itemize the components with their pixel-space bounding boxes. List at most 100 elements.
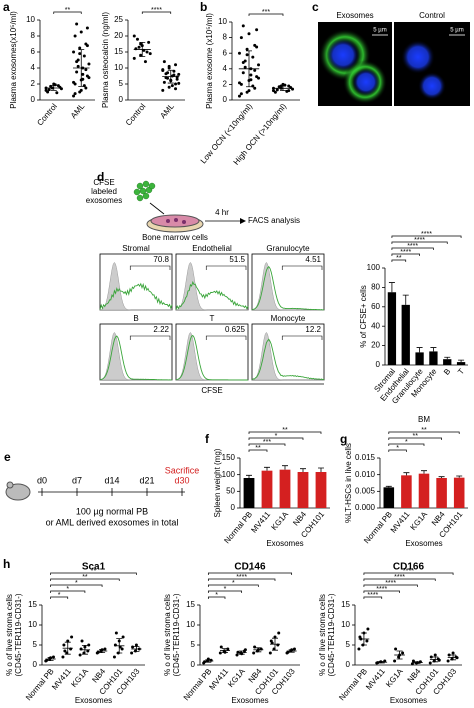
y-tick-label: 10 — [218, 17, 227, 26]
significance-label: **** — [414, 237, 425, 244]
y-tick-label: 2 — [223, 80, 228, 89]
y-axis-label: (CD45-TER119-CD31-) — [327, 593, 336, 676]
schematic-text: exosomes — [86, 196, 122, 205]
data-point — [239, 92, 243, 96]
bar — [418, 473, 430, 508]
histogram-title: Endothelial — [192, 244, 232, 253]
significance-label: * — [215, 592, 218, 599]
data-point — [429, 655, 433, 659]
data-point — [277, 631, 281, 635]
gate — [205, 265, 247, 270]
data-point — [61, 655, 65, 659]
significance-bracket — [53, 11, 82, 14]
significance-bracket — [248, 443, 286, 446]
y-axis-label: %LT-HSCs in live cells — [344, 443, 353, 523]
data-point — [112, 655, 116, 659]
significance-bracket — [388, 431, 460, 434]
y-tick-label: 0 — [33, 660, 38, 669]
significance-bracket — [391, 253, 420, 256]
significance-label: * — [396, 445, 399, 452]
bar — [279, 469, 291, 508]
data-point — [66, 639, 70, 643]
histogram-title: Stromal — [122, 244, 150, 253]
data-point — [139, 42, 143, 46]
y-tick-label: 10 — [26, 15, 35, 24]
data-point — [275, 88, 279, 92]
sample-histogram — [99, 335, 173, 381]
x-tick-label: KG1A — [409, 509, 430, 532]
data-point — [78, 653, 82, 657]
significance-label: * — [405, 439, 408, 446]
significance-bracket — [207, 572, 293, 575]
significance-label: * — [249, 568, 252, 575]
data-point — [81, 72, 85, 76]
data-point — [411, 659, 415, 663]
data-point — [84, 68, 88, 72]
significance-bracket — [363, 578, 436, 581]
y-tick-label: 0 — [376, 360, 381, 369]
bar — [436, 478, 447, 508]
y-tick-label: 4 — [223, 64, 228, 73]
significance-bracket — [248, 13, 284, 16]
significance-label: * — [232, 580, 235, 587]
data-point — [143, 60, 147, 64]
data-point — [84, 86, 88, 90]
significance-bracket — [207, 578, 276, 581]
data-point — [410, 662, 414, 666]
significance-label: * — [275, 433, 278, 440]
x-axis-label: Exosomes — [390, 696, 427, 705]
data-point — [393, 659, 397, 663]
data-point — [79, 30, 83, 34]
schematic-text: or AML derived exosomes in total — [46, 517, 179, 527]
panel-label: a — [3, 0, 10, 14]
data-point — [85, 26, 89, 30]
data-point — [166, 76, 170, 80]
error-bar — [222, 648, 228, 653]
data-point — [79, 88, 83, 92]
nucleus — [326, 38, 360, 72]
data-point — [161, 69, 165, 73]
histogram-title: Monocyte — [271, 314, 306, 323]
data-point — [177, 72, 181, 76]
error-bar — [450, 654, 457, 661]
error-bar — [282, 465, 288, 470]
significance-bracket — [391, 247, 434, 250]
data-point — [134, 47, 138, 51]
bar — [315, 472, 327, 508]
panel-label: g — [340, 432, 347, 446]
schematic-text: Bone marrow cells — [142, 233, 208, 242]
data-point — [78, 52, 82, 56]
histogram-title: T — [210, 314, 215, 323]
event-label: Sacrifice — [165, 465, 200, 475]
mouse-ear — [6, 481, 14, 489]
data-point — [80, 639, 84, 643]
x-tick-label: KG1A — [226, 666, 247, 689]
day-label: d7 — [72, 475, 82, 485]
data-point — [247, 89, 251, 93]
data-point — [55, 91, 59, 95]
image-label: Exosomes — [336, 11, 373, 20]
error-bar — [50, 85, 57, 91]
significance-label: **** — [367, 592, 378, 599]
sample-histogram — [175, 334, 248, 381]
y-tick-label: 0 — [223, 95, 228, 104]
significance-label: *** — [262, 9, 270, 16]
day-label: d21 — [139, 475, 154, 485]
significance-label: **** — [376, 586, 387, 593]
y-tick-label: 5 — [191, 640, 196, 649]
data-point — [433, 653, 437, 657]
data-point — [257, 76, 261, 80]
x-tick-label: MV411 — [389, 509, 412, 534]
control-histogram — [175, 261, 248, 311]
significance-label: ** — [412, 433, 418, 440]
data-point — [177, 81, 181, 85]
y-tick-label: 150 — [222, 453, 236, 462]
significance-bracket — [50, 572, 137, 575]
error-bar — [81, 645, 88, 655]
error-bar — [246, 50, 252, 88]
significance-bracket — [388, 437, 442, 440]
y-axis-label: % of CFSE+ cells — [359, 285, 368, 347]
bar — [383, 487, 395, 508]
error-bar — [264, 466, 270, 471]
data-point — [147, 40, 151, 44]
